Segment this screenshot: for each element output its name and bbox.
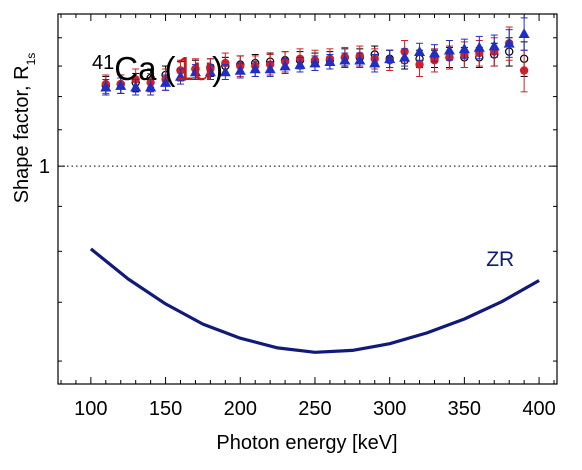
data-point-blue-triangle bbox=[264, 63, 276, 74]
x-tick-label: 150 bbox=[149, 398, 182, 420]
data-point-blue-triangle bbox=[458, 43, 470, 54]
x-tick-label: 200 bbox=[224, 398, 257, 420]
y-tick-label: 1 bbox=[39, 156, 50, 178]
chart-title: 41Ca (1u) bbox=[92, 50, 223, 87]
zr-curve bbox=[89, 247, 540, 354]
data-point-blue-triangle bbox=[145, 81, 157, 92]
data-point-blue-triangle bbox=[428, 47, 441, 58]
title-transition: 1u bbox=[175, 50, 212, 87]
y-axis-label-subscript: 1s bbox=[24, 53, 38, 66]
x-tick-label: 300 bbox=[373, 398, 406, 420]
data-point-blue-triangle bbox=[414, 46, 426, 56]
y-axis-label-main: Shape factor, R bbox=[11, 65, 33, 203]
data-point-blue-triangle bbox=[130, 81, 142, 92]
x-tick-label: 400 bbox=[522, 398, 555, 420]
data-point-blue-triangle bbox=[160, 76, 172, 87]
data-point-blue-triangle bbox=[294, 58, 306, 69]
data-point-blue-triangle bbox=[204, 66, 216, 77]
data-point-blue-triangle bbox=[339, 54, 351, 65]
title-mass-number: 41 bbox=[92, 52, 114, 74]
data-point-blue-triangle bbox=[234, 64, 246, 75]
title-paren-close: ) bbox=[212, 50, 223, 87]
plot-frame bbox=[57, 13, 558, 385]
data-point-red-circle bbox=[519, 66, 529, 75]
data-point-blue-triangle bbox=[399, 51, 411, 62]
data-point-blue-triangle bbox=[473, 41, 485, 52]
data-point-red-circle bbox=[415, 60, 424, 69]
data-point-blue-triangle bbox=[249, 63, 261, 74]
data-point-blue-triangle bbox=[309, 57, 321, 68]
data-point-blue-triangle bbox=[354, 54, 366, 65]
data-point-blue-triangle bbox=[518, 28, 530, 39]
data-point-blue-triangle bbox=[488, 40, 500, 51]
data-point-blue-triangle bbox=[384, 53, 396, 64]
x-tick-label: 250 bbox=[298, 398, 331, 420]
data-point-blue-triangle bbox=[443, 44, 455, 55]
data-point-blue-triangle bbox=[115, 80, 127, 90]
data-point-blue-triangle bbox=[279, 60, 291, 71]
data-point-blue-triangle bbox=[324, 56, 336, 66]
title-paren-open: ( bbox=[164, 50, 175, 87]
x-tick-label: 350 bbox=[448, 398, 481, 420]
data-point-blue-triangle bbox=[189, 66, 201, 77]
x-tick-label: 100 bbox=[74, 398, 107, 420]
data-point-blue-triangle bbox=[100, 81, 112, 92]
series-filled-triangle bbox=[100, 17, 530, 96]
data-point-blue-triangle bbox=[503, 37, 515, 48]
zr-curve-label: ZR bbox=[486, 248, 514, 271]
x-axis-label: Photon energy [keV] bbox=[216, 432, 397, 454]
data-point-blue-triangle bbox=[174, 70, 187, 81]
data-point-blue-triangle bbox=[219, 66, 231, 77]
y-axis-label: Shape factor, R1s bbox=[11, 53, 38, 204]
title-element: Ca bbox=[114, 50, 157, 87]
data-point-blue-triangle bbox=[369, 57, 381, 68]
